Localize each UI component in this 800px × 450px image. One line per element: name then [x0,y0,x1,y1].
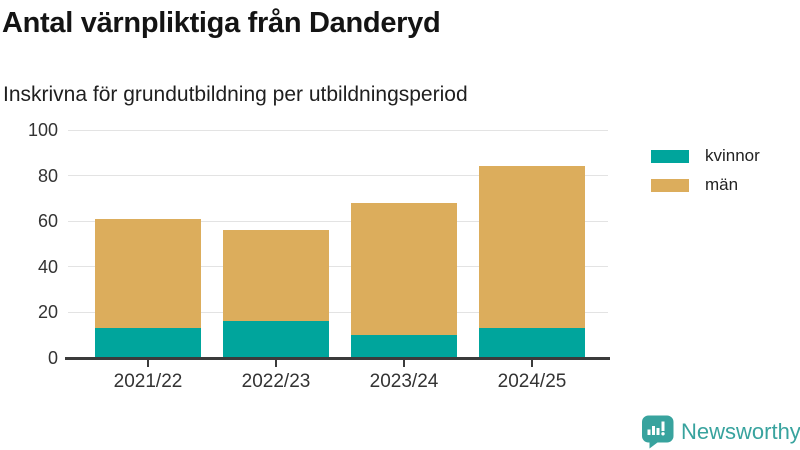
bar-segment-män-2021-22 [95,218,201,328]
x-axis-tick [147,359,149,367]
y-axis-tick-label: 80 [37,165,58,186]
chart-title: Antal värnpliktiga från Danderyd [2,7,441,39]
legend-swatch-kvinnor [651,149,689,163]
newsworthy-branding: Newsworthy [641,415,800,449]
x-axis-category-label: 2022/23 [241,371,311,392]
legend-item-kvinnor: kvinnor [651,146,760,165]
legend-swatch-män [651,178,689,192]
bar-segment-kvinnor-2023-24 [351,334,457,358]
x-axis-tick [403,359,405,367]
gridline-y-20 [68,311,608,313]
bar-segment-män-2024-25 [479,166,585,328]
gridline-y-40 [68,266,608,267]
y-axis-tick-label: 60 [37,211,58,231]
x-axis-line [65,356,610,360]
y-axis-tick-label: 0 [47,347,58,368]
legend-label: män [705,175,739,194]
x-axis-category-label: 2023/24 [369,371,439,392]
chart-subtitle: Inskrivna för grundutbildning per utbild… [3,83,468,106]
bar-segment-kvinnor-2024-25 [479,327,585,358]
x-axis-category-label: 2024/25 [497,371,567,392]
gridline-y-100 [68,129,608,131]
bar-segment-män-2023-24 [351,202,457,335]
y-axis-tick-label: 40 [37,256,58,277]
x-axis-tick [275,359,277,367]
bar-segment-kvinnor-2022-23 [223,321,329,358]
bar-segment-kvinnor-2021-22 [95,327,201,358]
y-axis-tick-label: 100 [27,120,58,140]
gridline-y-80 [68,175,608,176]
legend-label: kvinnor [705,146,760,165]
bar-segment-män-2022-23 [223,230,329,322]
gridline-y-60 [68,220,608,222]
x-axis-category-label: 2021/22 [113,371,183,392]
newsworthy-logo-text: Newsworthy [681,419,800,444]
y-axis-tick-label: 20 [37,302,58,322]
newsworthy-logo-icon [642,415,674,449]
x-axis-tick [531,359,533,367]
legend-item-män: män [651,175,739,194]
